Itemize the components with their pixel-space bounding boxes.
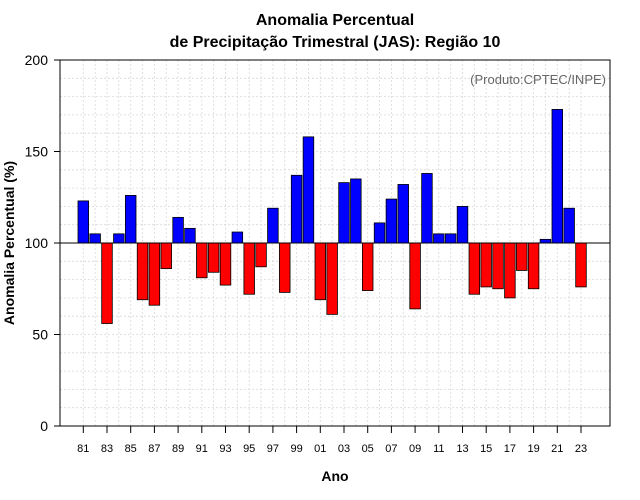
bar-95	[243, 242, 255, 295]
credit-label: (Produto:CPTEC/INPE)	[470, 72, 606, 87]
bar-06	[373, 222, 386, 244]
bar-23	[575, 242, 587, 288]
grid-layer	[60, 60, 610, 426]
bar-17	[504, 242, 516, 299]
x-tick-label: 93	[219, 443, 231, 455]
bar-89	[172, 216, 184, 244]
bar-00	[302, 136, 315, 244]
bar-16	[492, 242, 504, 290]
y-tick-label: 50	[32, 327, 48, 343]
x-tick-label: 91	[196, 443, 208, 455]
x-tick-label: 19	[527, 443, 539, 455]
x-tick-label: 03	[338, 443, 350, 455]
bar-91	[196, 242, 208, 279]
bar-22	[563, 207, 575, 244]
x-tick-label: 87	[148, 443, 160, 455]
x-tick-label: 11	[433, 443, 444, 455]
bar-87	[148, 242, 161, 306]
x-tick-label: 81	[77, 443, 89, 455]
bar-97	[267, 207, 279, 244]
bars-layer	[77, 109, 587, 324]
bar-19	[527, 242, 540, 290]
x-tick-label: 21	[551, 443, 563, 455]
x-tick-label: 05	[362, 443, 374, 455]
y-tick-label: 150	[25, 144, 49, 160]
bar-98	[279, 242, 291, 293]
x-axis-label: Ano	[321, 468, 348, 484]
bar-18	[516, 242, 528, 271]
bar-10	[421, 173, 433, 244]
bar-81	[77, 200, 90, 244]
x-tick-label: 83	[101, 443, 113, 455]
y-tick-label: 200	[25, 52, 49, 68]
bar-05	[361, 242, 374, 291]
x-tick-label: 23	[575, 443, 587, 455]
bar-90	[184, 227, 196, 244]
bar-88	[160, 242, 172, 270]
bar-04	[350, 178, 362, 244]
bar-94	[231, 231, 244, 244]
bar-85	[125, 195, 137, 244]
bar-14	[468, 242, 481, 295]
x-tick-label: 13	[456, 443, 468, 455]
bar-84	[113, 233, 125, 244]
bar-11	[433, 233, 445, 244]
x-tick-label: 07	[385, 443, 397, 455]
bar-13	[456, 205, 469, 244]
x-tick-label: 17	[504, 443, 516, 455]
bar-08	[397, 184, 409, 244]
bar-93	[219, 242, 232, 286]
x-tick-label: 97	[267, 443, 279, 455]
bar-83	[101, 242, 113, 324]
x-tick-label: 95	[243, 443, 255, 455]
x-tick-label: 09	[409, 443, 421, 455]
bar-21	[551, 109, 564, 244]
y-tick-label: 100	[25, 235, 49, 251]
y-axis-label: Anomalia Percentual (%)	[1, 161, 17, 325]
y-axis: 0 50 100 150 200	[25, 52, 60, 434]
bar-09	[409, 242, 421, 310]
bar-20	[539, 238, 552, 244]
chart-subtitle: de Precipitação Trimestral (JAS): Região…	[170, 34, 501, 51]
bar-03	[338, 182, 350, 244]
bar-99	[290, 174, 303, 244]
x-tick-label: 99	[290, 443, 302, 455]
y-tick-label: 0	[40, 418, 48, 434]
chart-title: Anomalia Percentual	[256, 12, 414, 29]
bar-92	[207, 242, 220, 273]
bar-96	[255, 242, 267, 268]
x-tick-label: 89	[172, 443, 184, 455]
bar-15	[480, 242, 492, 288]
x-axis: 81 83 85 87 89 91 93 95 97 99 01 03 05 07 09 11 13 15 17 19…	[77, 426, 587, 455]
bar-12	[444, 233, 457, 244]
bar-82	[89, 233, 101, 244]
bar-01	[314, 242, 327, 301]
bar-07	[385, 198, 398, 244]
x-tick-label: 15	[480, 443, 492, 455]
bar-02	[326, 242, 338, 315]
x-tick-label: 01	[314, 443, 326, 455]
x-tick-label: 85	[125, 443, 137, 455]
bar-86	[136, 242, 149, 301]
